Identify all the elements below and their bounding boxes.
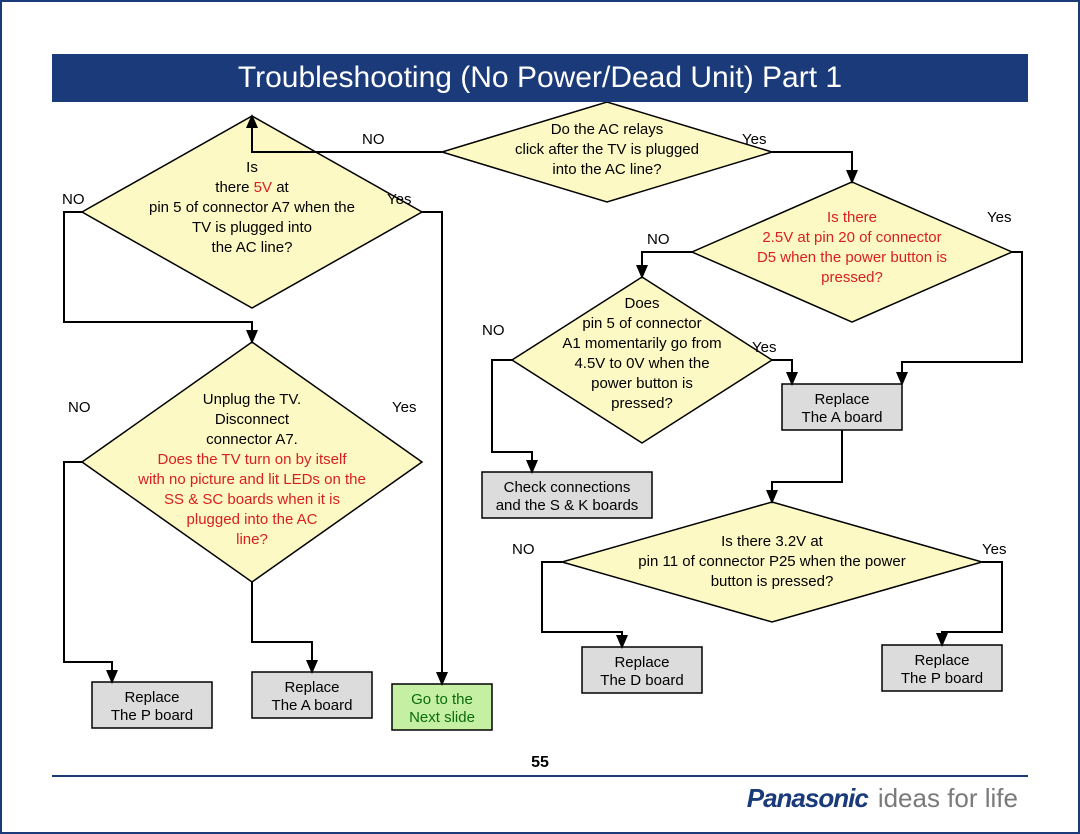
svg-text:The P board: The P board [901,670,983,687]
svg-text:click after the TV is plugged: click after the TV is plugged [515,141,699,158]
footer-divider [52,775,1028,777]
brand-footer: Panasonic ideas for life [747,783,1018,814]
flowchart: Is there 5V at pin 5 of connector A7 whe… [52,102,1032,772]
svg-text:Do the AC relays: Do the AC relays [551,121,664,138]
svg-text:Yes: Yes [742,131,766,148]
svg-text:Yes: Yes [752,339,776,356]
brand-tagline: ideas for life [878,783,1018,814]
svg-text:Yes: Yes [987,209,1011,226]
svg-text:Is there: Is there [827,209,877,226]
svg-text:D5 when the power button is: D5 when the power button is [757,249,947,266]
svg-text:A1 momentarily go from: A1 momentarily go from [562,335,721,352]
svg-text:connector A7.: connector A7. [206,431,298,448]
svg-text:Is: Is [246,159,258,176]
svg-text:Replace: Replace [914,652,969,669]
svg-text:there 5V at: there 5V at [215,179,289,196]
svg-text:pin 5 of connector: pin 5 of connector [582,315,701,332]
svg-text:plugged into the AC: plugged into the AC [187,511,318,528]
svg-text:NO: NO [482,322,505,339]
svg-text:Yes: Yes [392,399,416,416]
svg-text:Replace: Replace [284,679,339,696]
svg-text:pressed?: pressed? [821,269,883,286]
svg-text:The A board: The A board [802,409,883,426]
svg-text:pin 5 of connector A7 when the: pin 5 of connector A7 when the [149,199,355,216]
svg-text:2.5V at pin 20 of connector: 2.5V at pin 20 of connector [762,229,941,246]
svg-text:into the AC line?: into the AC line? [552,161,661,178]
svg-text:line?: line? [236,531,268,548]
svg-text:Does: Does [624,295,659,312]
svg-text:pressed?: pressed? [611,395,673,412]
svg-text:and the S & K boards: and the S & K boards [496,497,639,514]
svg-text:with no picture and lit LEDs o: with no picture and lit LEDs on the [137,471,366,488]
svg-text:Unplug the TV.: Unplug the TV. [203,391,301,408]
svg-text:Next slide: Next slide [409,709,475,726]
svg-text:NO: NO [362,131,385,148]
svg-text:NO: NO [647,231,670,248]
svg-text:Disconnect: Disconnect [215,411,290,428]
svg-text:power button is: power button is [591,375,693,392]
svg-text:Go to the: Go to the [411,691,473,708]
svg-text:Does the TV turn on by itself: Does the TV turn on by itself [158,451,348,468]
svg-text:4.5V to 0V when the: 4.5V to 0V when the [574,355,709,372]
svg-text:Replace: Replace [124,689,179,706]
svg-text:NO: NO [62,191,85,208]
slide: Troubleshooting (No Power/Dead Unit) Par… [0,0,1080,834]
svg-text:pin 11 of connector P25 when t: pin 11 of connector P25 when the power [638,553,905,570]
page-number: 55 [2,754,1078,772]
svg-text:NO: NO [512,541,535,558]
svg-text:Replace: Replace [814,391,869,408]
svg-text:The D board: The D board [600,672,683,689]
svg-text:SS & SC boards when it is: SS & SC boards when it is [164,491,340,508]
svg-text:Check connections: Check connections [504,479,631,496]
svg-text:Replace: Replace [614,654,669,671]
svg-text:Yes: Yes [982,541,1006,558]
svg-text:button is pressed?: button is pressed? [711,573,834,590]
svg-text:the AC line?: the AC line? [212,239,293,256]
title-bar: Troubleshooting (No Power/Dead Unit) Par… [52,54,1028,102]
svg-text:TV is plugged into: TV is plugged into [192,219,312,236]
svg-text:The A board: The A board [272,697,353,714]
brand-logo: Panasonic [747,783,868,814]
svg-text:NO: NO [68,399,91,416]
svg-text:Yes: Yes [387,191,411,208]
svg-text:Is there 3.2V at: Is there 3.2V at [721,533,824,550]
svg-text:The P board: The P board [111,707,193,724]
